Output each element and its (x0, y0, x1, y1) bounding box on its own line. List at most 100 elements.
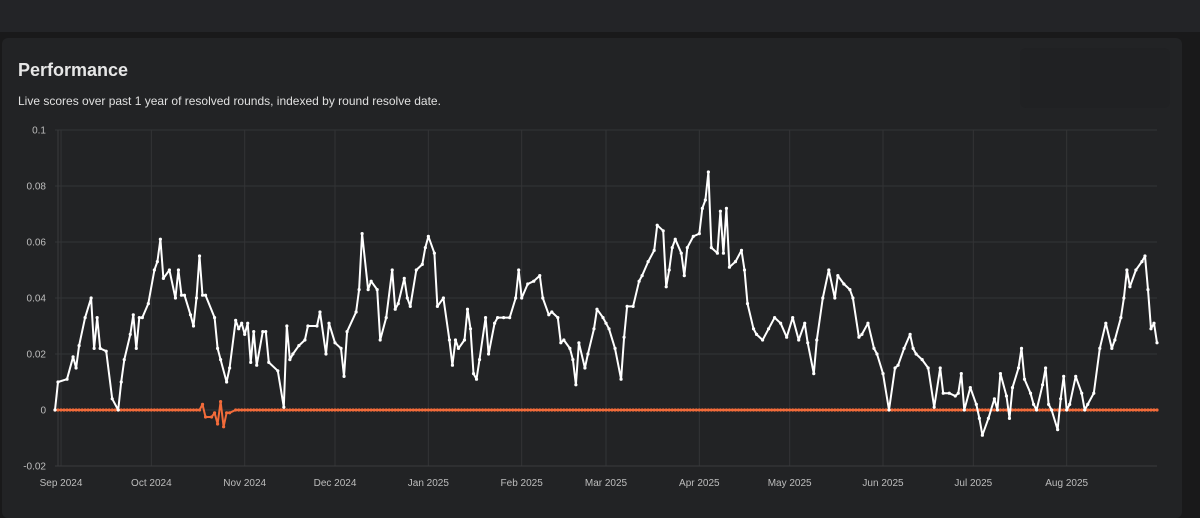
data-point (212, 411, 217, 415)
data-point (947, 391, 951, 395)
data-point (586, 352, 590, 356)
data-point (122, 358, 126, 362)
data-point (947, 408, 951, 412)
data-point (155, 260, 159, 264)
data-point (682, 408, 686, 412)
data-point (125, 408, 129, 412)
data-point (366, 288, 370, 292)
data-point (264, 408, 268, 412)
data-point (526, 282, 530, 286)
x-tick-label: Mar 2025 (585, 478, 628, 489)
data-point (122, 408, 126, 412)
data-point (499, 408, 503, 412)
data-point (110, 408, 114, 412)
data-point (1019, 346, 1024, 350)
x-tick-label: Oct 2024 (131, 478, 172, 489)
data-point (842, 282, 846, 286)
data-point (333, 341, 337, 345)
data-point (1125, 408, 1129, 412)
data-point (517, 408, 521, 412)
data-point (200, 293, 205, 297)
data-point (179, 293, 184, 297)
card-corner-panel (1020, 48, 1170, 108)
data-point (745, 408, 750, 412)
data-point (465, 307, 470, 311)
data-point (188, 408, 193, 412)
data-point (167, 408, 172, 412)
x-tick-label: May 2025 (768, 478, 812, 489)
data-point (228, 411, 232, 415)
y-tick-label: 0.06 (27, 238, 47, 249)
data-point (258, 408, 262, 412)
data-point (797, 338, 801, 342)
data-point (200, 402, 205, 406)
data-point (372, 408, 376, 412)
data-point (893, 408, 897, 412)
data-point (676, 408, 680, 412)
data-point (77, 344, 81, 348)
data-point (182, 408, 187, 412)
data-point (1007, 416, 1012, 420)
data-point (703, 408, 707, 412)
data-point (727, 408, 732, 412)
data-point (592, 327, 596, 331)
data-point (1010, 386, 1015, 390)
data-point (986, 416, 990, 420)
data-point (1098, 346, 1102, 350)
card-subtitle: Live scores over past 1 year of resolved… (18, 94, 441, 108)
data-point (468, 327, 473, 331)
data-point (739, 408, 744, 412)
data-point (1089, 408, 1093, 412)
data-point (1110, 408, 1114, 412)
data-point (941, 391, 945, 395)
data-point (688, 408, 692, 412)
data-point (390, 268, 394, 272)
data-point (827, 268, 831, 272)
data-point (845, 408, 849, 412)
data-point (1025, 408, 1030, 412)
data-point (194, 408, 199, 412)
data-point (387, 408, 391, 412)
data-point (827, 408, 831, 412)
data-point (899, 408, 903, 412)
data-point (1037, 408, 1042, 412)
data-point (402, 408, 406, 412)
data-point (706, 408, 710, 412)
data-point (920, 408, 924, 412)
data-point (974, 402, 978, 406)
data-point (336, 408, 340, 412)
data-point (456, 346, 461, 350)
data-point (71, 408, 75, 412)
data-point (1001, 408, 1006, 412)
data-point (998, 408, 1003, 412)
data-point (155, 408, 159, 412)
data-point (791, 408, 795, 412)
data-point (815, 338, 819, 342)
data-point (240, 321, 244, 325)
data-point (818, 408, 822, 412)
data-point (839, 408, 843, 412)
data-point (276, 369, 280, 373)
data-point (670, 408, 674, 412)
data-point (182, 293, 187, 297)
data-point (980, 408, 984, 412)
data-point (538, 274, 542, 278)
data-point (414, 268, 418, 272)
data-point (595, 307, 599, 311)
data-point (252, 330, 256, 334)
data-point (559, 341, 563, 345)
data-point (1122, 296, 1126, 300)
data-point (962, 408, 966, 412)
data-point (556, 408, 560, 412)
data-point (134, 408, 138, 412)
data-point (297, 408, 301, 412)
data-point (625, 408, 629, 412)
data-point (282, 408, 286, 412)
data-point (875, 408, 879, 412)
data-point (321, 408, 325, 412)
data-point (92, 346, 96, 350)
data-point (1062, 408, 1066, 412)
data-point (303, 408, 307, 412)
data-point (140, 408, 144, 412)
